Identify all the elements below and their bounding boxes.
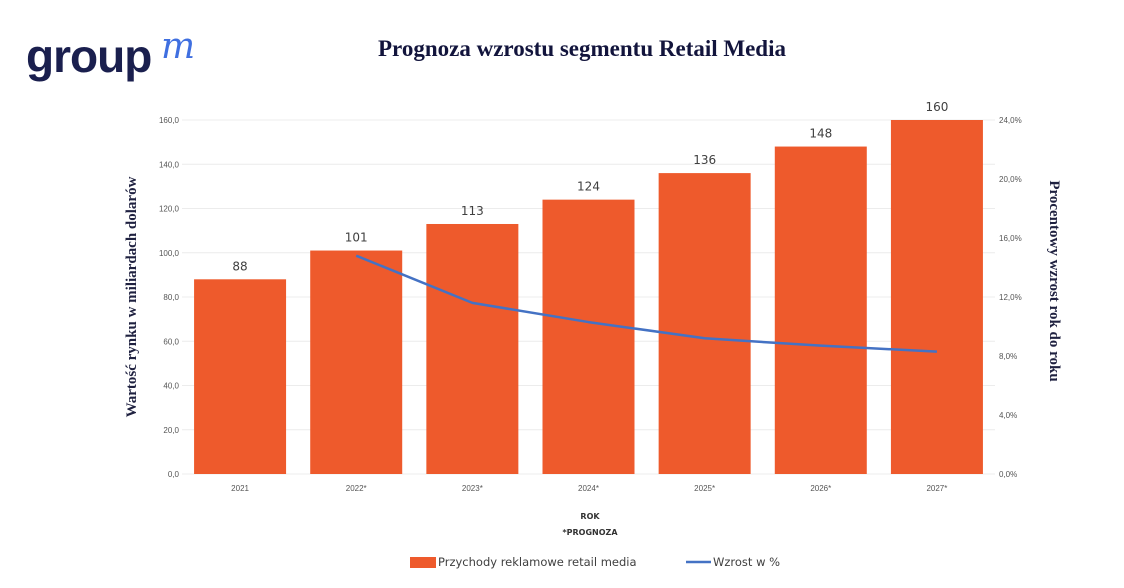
bars [194,120,983,475]
y-tick-label: 140,0 [159,160,180,169]
legend-swatch-bars [410,557,436,568]
x-axis-ticks: 2021 2022* 2023* 2024* 2025* 2026* 2027* [231,484,947,493]
legend-label-bars: Przychody reklamowe retail media [438,555,637,569]
y2-tick-label: 24,0% [999,116,1022,125]
y-tick-label: 160,0 [159,116,180,125]
bar [658,173,751,474]
growth-line [355,254,937,353]
svg-text:m: m [161,26,195,67]
y2-tick-label: 0,0% [999,470,1017,479]
legend: Przychody reklamowe retail media Wzrost … [410,555,780,569]
bar-data-label: 101 [345,231,368,245]
x-axis-title: ROK [580,512,600,521]
x-axis-note: *PROGNOZA [562,528,618,537]
x-tick-label: 2026* [810,484,831,493]
bar [890,120,983,474]
bar-data-label: 148 [809,127,832,141]
y2-tick-label: 8,0% [999,352,1017,361]
bar [310,250,403,474]
y-axis-title: Wartość rynku w miliardach dolarów [124,176,140,417]
chart-title: Prognoza wzrostu segmentu Retail Media [378,36,786,61]
y2-tick-label: 12,0% [999,293,1022,302]
x-tick-label: 2024* [578,484,599,493]
y-tick-label: 80,0 [163,293,179,302]
y-tick-label: 40,0 [163,382,179,391]
bar [542,199,635,474]
y2-tick-label: 16,0% [999,234,1022,243]
bar [426,223,519,474]
y2-axis-title: Procentowy wzrost rok do roku [1046,180,1062,381]
x-tick-label: 2027* [926,484,947,493]
growth-line-series [355,254,937,353]
right-axis-ticks: 0,0% 4,0% 8,0% 12,0% 16,0% 20,0% 24,0% [999,116,1022,479]
legend-label-line: Wzrost w % [713,555,780,569]
bar [774,146,867,475]
y-tick-label: 0,0 [168,470,180,479]
y-tick-label: 120,0 [159,205,180,214]
bar [194,279,287,474]
x-tick-label: 2022* [346,484,367,493]
groupm-logo: group m [26,26,195,82]
y2-tick-label: 20,0% [999,175,1022,184]
bar-data-labels: 88 101 113 124 136 148 160 [232,100,948,273]
y-tick-label: 60,0 [163,337,179,346]
bar-data-label: 113 [461,204,484,218]
svg-text:group: group [26,30,151,82]
y-tick-label: 20,0 [163,426,179,435]
bar-data-label: 136 [693,153,716,167]
left-axis-ticks: 0,0 20,0 40,0 60,0 80,0 100,0 120,0 140,0 160,0 [159,116,180,479]
x-tick-label: 2025* [694,484,715,493]
x-tick-label: 2021 [231,484,249,493]
bar-data-label: 88 [232,259,247,273]
y-tick-label: 100,0 [159,249,180,258]
y2-tick-label: 4,0% [999,411,1017,420]
bar-data-label: 160 [925,100,948,114]
bar-data-label: 124 [577,180,600,194]
x-tick-label: 2023* [462,484,483,493]
